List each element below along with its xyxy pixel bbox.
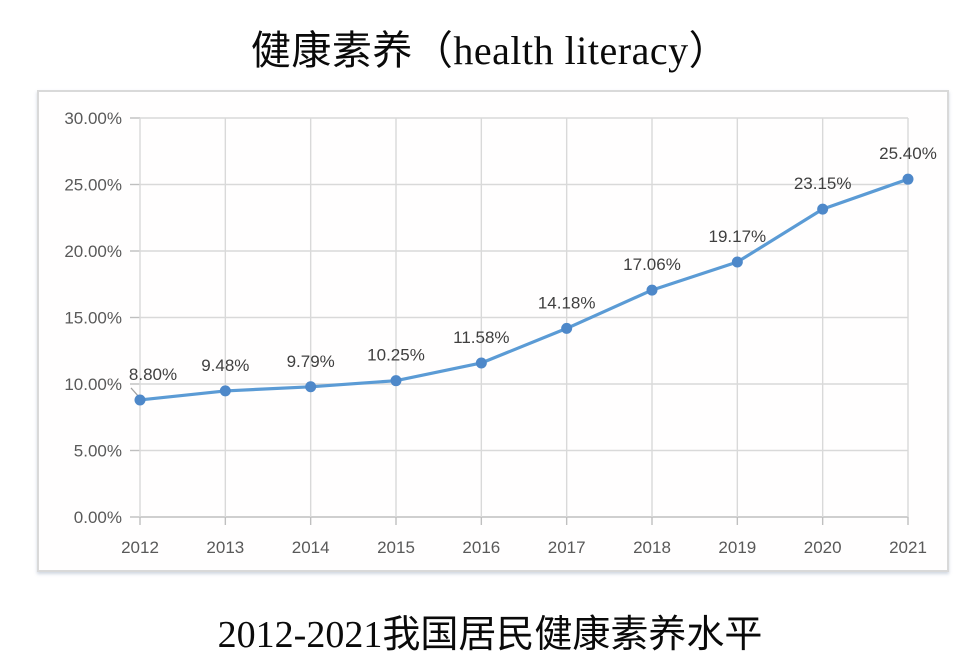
data-point-label: 9.79% [287,352,335,371]
data-point-marker [305,381,317,393]
x-axis-tick-label: 2015 [377,538,415,557]
chart-svg: 30.00% 25.00% 20.00% 15.00% 10.00% 5.00% 0.00%… [64,109,937,557]
data-point-label: 8.80% [129,365,177,384]
data-point-marker [902,173,914,185]
x-axis-tick-label: 2016 [462,538,500,557]
data-point-marker [219,385,231,397]
chart-container: 30.00% 25.00% 20.00% 15.00% 10.00% 5.00% 0.00%… [37,90,949,572]
data-point-label: 14.18% [538,293,596,312]
x-axis-tick-label: 2021 [889,538,927,557]
data-point-label: 11.58% [453,328,509,347]
data-point-marker [475,357,487,369]
data-point-marker [646,284,658,296]
x-axis-tick-label: 2013 [206,538,244,557]
y-axis-tick-label: 30.00% [64,109,122,128]
data-point-label: 23.15% [794,174,852,193]
x-axis-tick-label: 2019 [718,538,756,557]
x-axis-tick-label: 2017 [548,538,586,557]
data-point-label: 9.48% [201,356,249,375]
x-axis-tick-label: 2020 [804,538,842,557]
y-axis-tick-label: 10.00% [64,375,122,394]
data-point-label: 17.06% [623,255,681,274]
data-point-marker [731,256,743,268]
y-axis-tick-label: 15.00% [64,309,122,328]
chart-caption: 2012-2021我国居民健康素养水平 [217,614,763,656]
data-point-marker [390,375,402,387]
data-point-marker [134,394,146,406]
x-axis-tick-label: 2012 [121,538,159,557]
data-point-label: 10.25% [367,346,425,365]
data-point-label: 25.40% [879,144,937,163]
data-point-label: 19.17% [708,227,766,246]
x-axis-tick-label: 2014 [292,538,330,557]
y-axis-tick-label: 20.00% [64,242,122,261]
data-point-marker [817,203,829,215]
y-axis-tick-label: 5.00% [74,442,122,461]
data-point-marker [561,322,573,334]
y-axis-tick-label: 0.00% [74,508,122,527]
y-axis-tick-label: 25.00% [64,176,122,195]
line-series [138,177,910,402]
x-axis-tick-label: 2018 [633,538,671,557]
chart-title: 健康素养（health literacy） [250,28,730,73]
